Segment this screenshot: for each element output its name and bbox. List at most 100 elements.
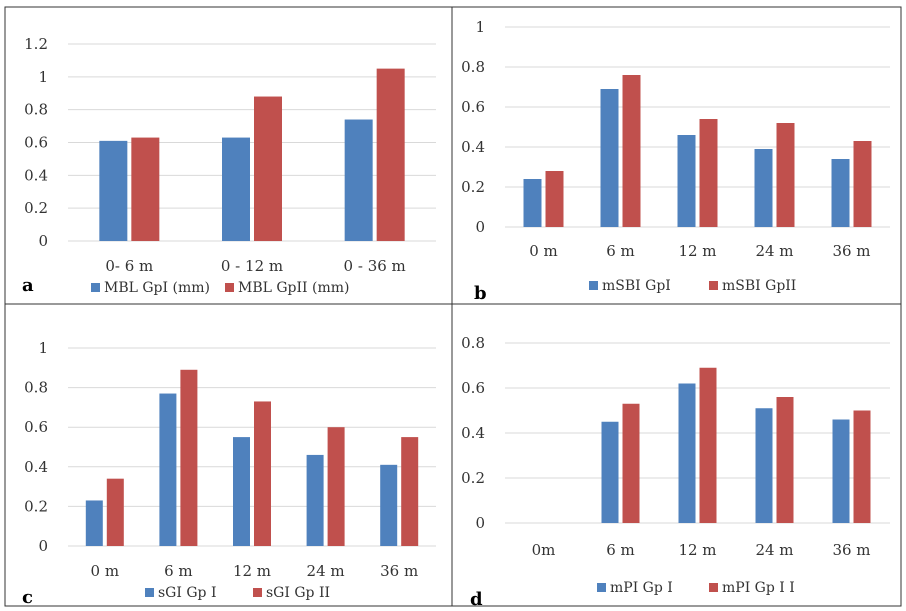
panel-b-ytick-label: 1 <box>475 18 485 36</box>
panel-b-letter: b <box>474 283 487 304</box>
panel-c-letter: c <box>22 587 33 608</box>
panel-c-ytick-label: 0.6 <box>24 418 48 436</box>
panel-d-bar-gp2 <box>853 410 871 523</box>
panel-a-ytick-label: 0.8 <box>24 101 48 119</box>
panel-d-letter: d <box>470 589 483 610</box>
panel-b-ytick-label: 0.6 <box>461 98 485 116</box>
panel-b-category-label: 24 m <box>755 242 793 260</box>
panel-a-ytick-label: 0.2 <box>24 199 48 217</box>
panel-d-legend-swatch <box>709 583 718 592</box>
panel-b-bar-gp1 <box>831 159 850 227</box>
panel-a-bar-gp2 <box>254 96 282 242</box>
panel-d-ytick-label: 0.6 <box>461 379 485 397</box>
panel-b-legend-label: mSBI GpI <box>602 278 671 294</box>
panel-b-bar-gp2 <box>853 141 872 227</box>
panel-c-category-label: 0 m <box>91 562 120 580</box>
panel-b-bar-gp2 <box>622 75 641 227</box>
panel-b-category-label: 6 m <box>606 242 635 260</box>
panel-c-legend-label: sGI Gp I <box>158 585 216 601</box>
panel-c-ytick-label: 0 <box>38 537 48 555</box>
panel-b-bar-gp1 <box>523 179 542 227</box>
panel-a-ytick-label: 0 <box>38 232 48 250</box>
panel-c-bar-gp2 <box>180 369 198 546</box>
panel-c-bar-gp2 <box>254 401 271 546</box>
panel-b-legend-swatch <box>589 281 598 290</box>
panel-a-ytick-label: 0.4 <box>24 166 48 184</box>
panel-b-bar-gp1 <box>600 89 619 227</box>
panel-a-ytick-label: 0.6 <box>24 134 48 152</box>
panel-a-bar-gp2 <box>376 68 405 241</box>
panel-a-legend-swatch <box>225 283 234 292</box>
panel-c-legend-swatch <box>253 588 262 597</box>
panel-a-bar-gp1 <box>222 137 250 241</box>
panel-d-bar-gp2 <box>699 367 717 523</box>
panel-c-legend-swatch <box>145 588 154 597</box>
panel-a-bar-gp2 <box>131 137 160 241</box>
panel-d-legend-label: mPI Gp I I <box>722 580 795 596</box>
panel-c-ytick-label: 1 <box>38 339 48 357</box>
panel-a-letter: a <box>22 275 34 296</box>
panel-c-bar-gp1 <box>306 454 324 546</box>
panel-c-ytick-label: 0.8 <box>24 379 48 397</box>
panel-c-bar-gp1 <box>233 437 250 546</box>
panel-b-legend-label: mSBI GpII <box>722 278 796 294</box>
panel-a-bar-gp1 <box>344 119 373 241</box>
panel-d-bar-gp1 <box>755 408 773 523</box>
panel-a-bar-gp1 <box>99 140 128 241</box>
panel-c-frame <box>4 303 453 607</box>
panel-d-category-label: 0m <box>532 541 556 559</box>
panel-d-legend-swatch <box>597 583 606 592</box>
panel-a-legend-label: MBL GpII (mm) <box>238 280 350 296</box>
panel-b-ytick-label: 0.2 <box>461 178 485 196</box>
panel-c-bar-gp2 <box>401 437 419 546</box>
panel-d-ytick-label: 0.2 <box>461 469 485 487</box>
panel-b-category-label: 36 m <box>832 242 870 260</box>
panel-d-category-label: 36 m <box>832 541 870 559</box>
panel-b-bar-gp1 <box>754 149 773 227</box>
panel-b-category-label: 12 m <box>678 242 716 260</box>
panel-c-ytick-label: 0.2 <box>24 497 48 515</box>
panel-b-bar-gp2 <box>545 171 564 227</box>
panel-d-ytick-label: 0.8 <box>461 334 485 352</box>
panel-b-ytick-label: 0.4 <box>461 138 485 156</box>
panel-c-bar-gp2 <box>106 478 124 546</box>
panel-a-ytick-label: 1 <box>38 68 48 86</box>
panel-b-ytick-label: 0 <box>475 218 485 236</box>
panel-d-legend-label: mPI Gp I <box>610 580 673 596</box>
panel-d-ytick-label: 0.4 <box>461 424 485 442</box>
panel-b-legend-swatch <box>709 281 718 290</box>
panel-d-bar-gp1 <box>601 421 619 523</box>
panel-d-bar-gp1 <box>832 419 850 523</box>
panel-c-category-label: 12 m <box>233 562 271 580</box>
panel-c-category-label: 24 m <box>307 562 345 580</box>
panel-b-ytick-label: 0.8 <box>461 58 485 76</box>
panel-b-category-label: 0 m <box>529 242 558 260</box>
panel-c-bar-gp2 <box>327 427 345 546</box>
panel-d-frame <box>451 303 902 607</box>
panel-d-bar-gp1 <box>678 383 696 523</box>
panel-d-category-label: 12 m <box>678 541 716 559</box>
panel-b-bar-gp2 <box>699 119 718 227</box>
panel-a-category-label: 0- 6 m <box>105 257 153 275</box>
panel-c-legend-label: sGI Gp II <box>266 585 330 601</box>
panel-c-bar-gp1 <box>159 393 177 546</box>
panel-b-bar-gp1 <box>677 135 696 227</box>
charts-layer: 0 0.2 0.4 0.6 0.8 1 1.2 0- 6 m 0 - 12 m 0 - 36 m M… <box>22 18 890 610</box>
panel-d-bar-gp2 <box>776 397 794 523</box>
panel-a-legend-label: MBL GpI (mm) <box>104 280 210 296</box>
panel-c-ytick-label: 0.4 <box>24 458 48 476</box>
panel-c-bar-gp1 <box>85 500 103 546</box>
panel-c-bar-gp1 <box>380 464 398 546</box>
panel-a-ytick-label: 1.2 <box>24 35 48 53</box>
panel-b-bar-gp2 <box>776 123 795 227</box>
panel-a-category-label: 0 - 12 m <box>221 257 283 275</box>
panel-c-category-label: 6 m <box>164 562 193 580</box>
panel-a-category-label: 0 - 36 m <box>344 257 406 275</box>
panel-d-ytick-label: 0 <box>475 514 485 532</box>
panel-c-category-label: 36 m <box>380 562 418 580</box>
panel-d-bar-gp2 <box>622 403 640 523</box>
panel-d-category-label: 6 m <box>606 541 635 559</box>
panel-d-category-label: 24 m <box>755 541 793 559</box>
panel-a-legend-swatch <box>91 283 100 292</box>
